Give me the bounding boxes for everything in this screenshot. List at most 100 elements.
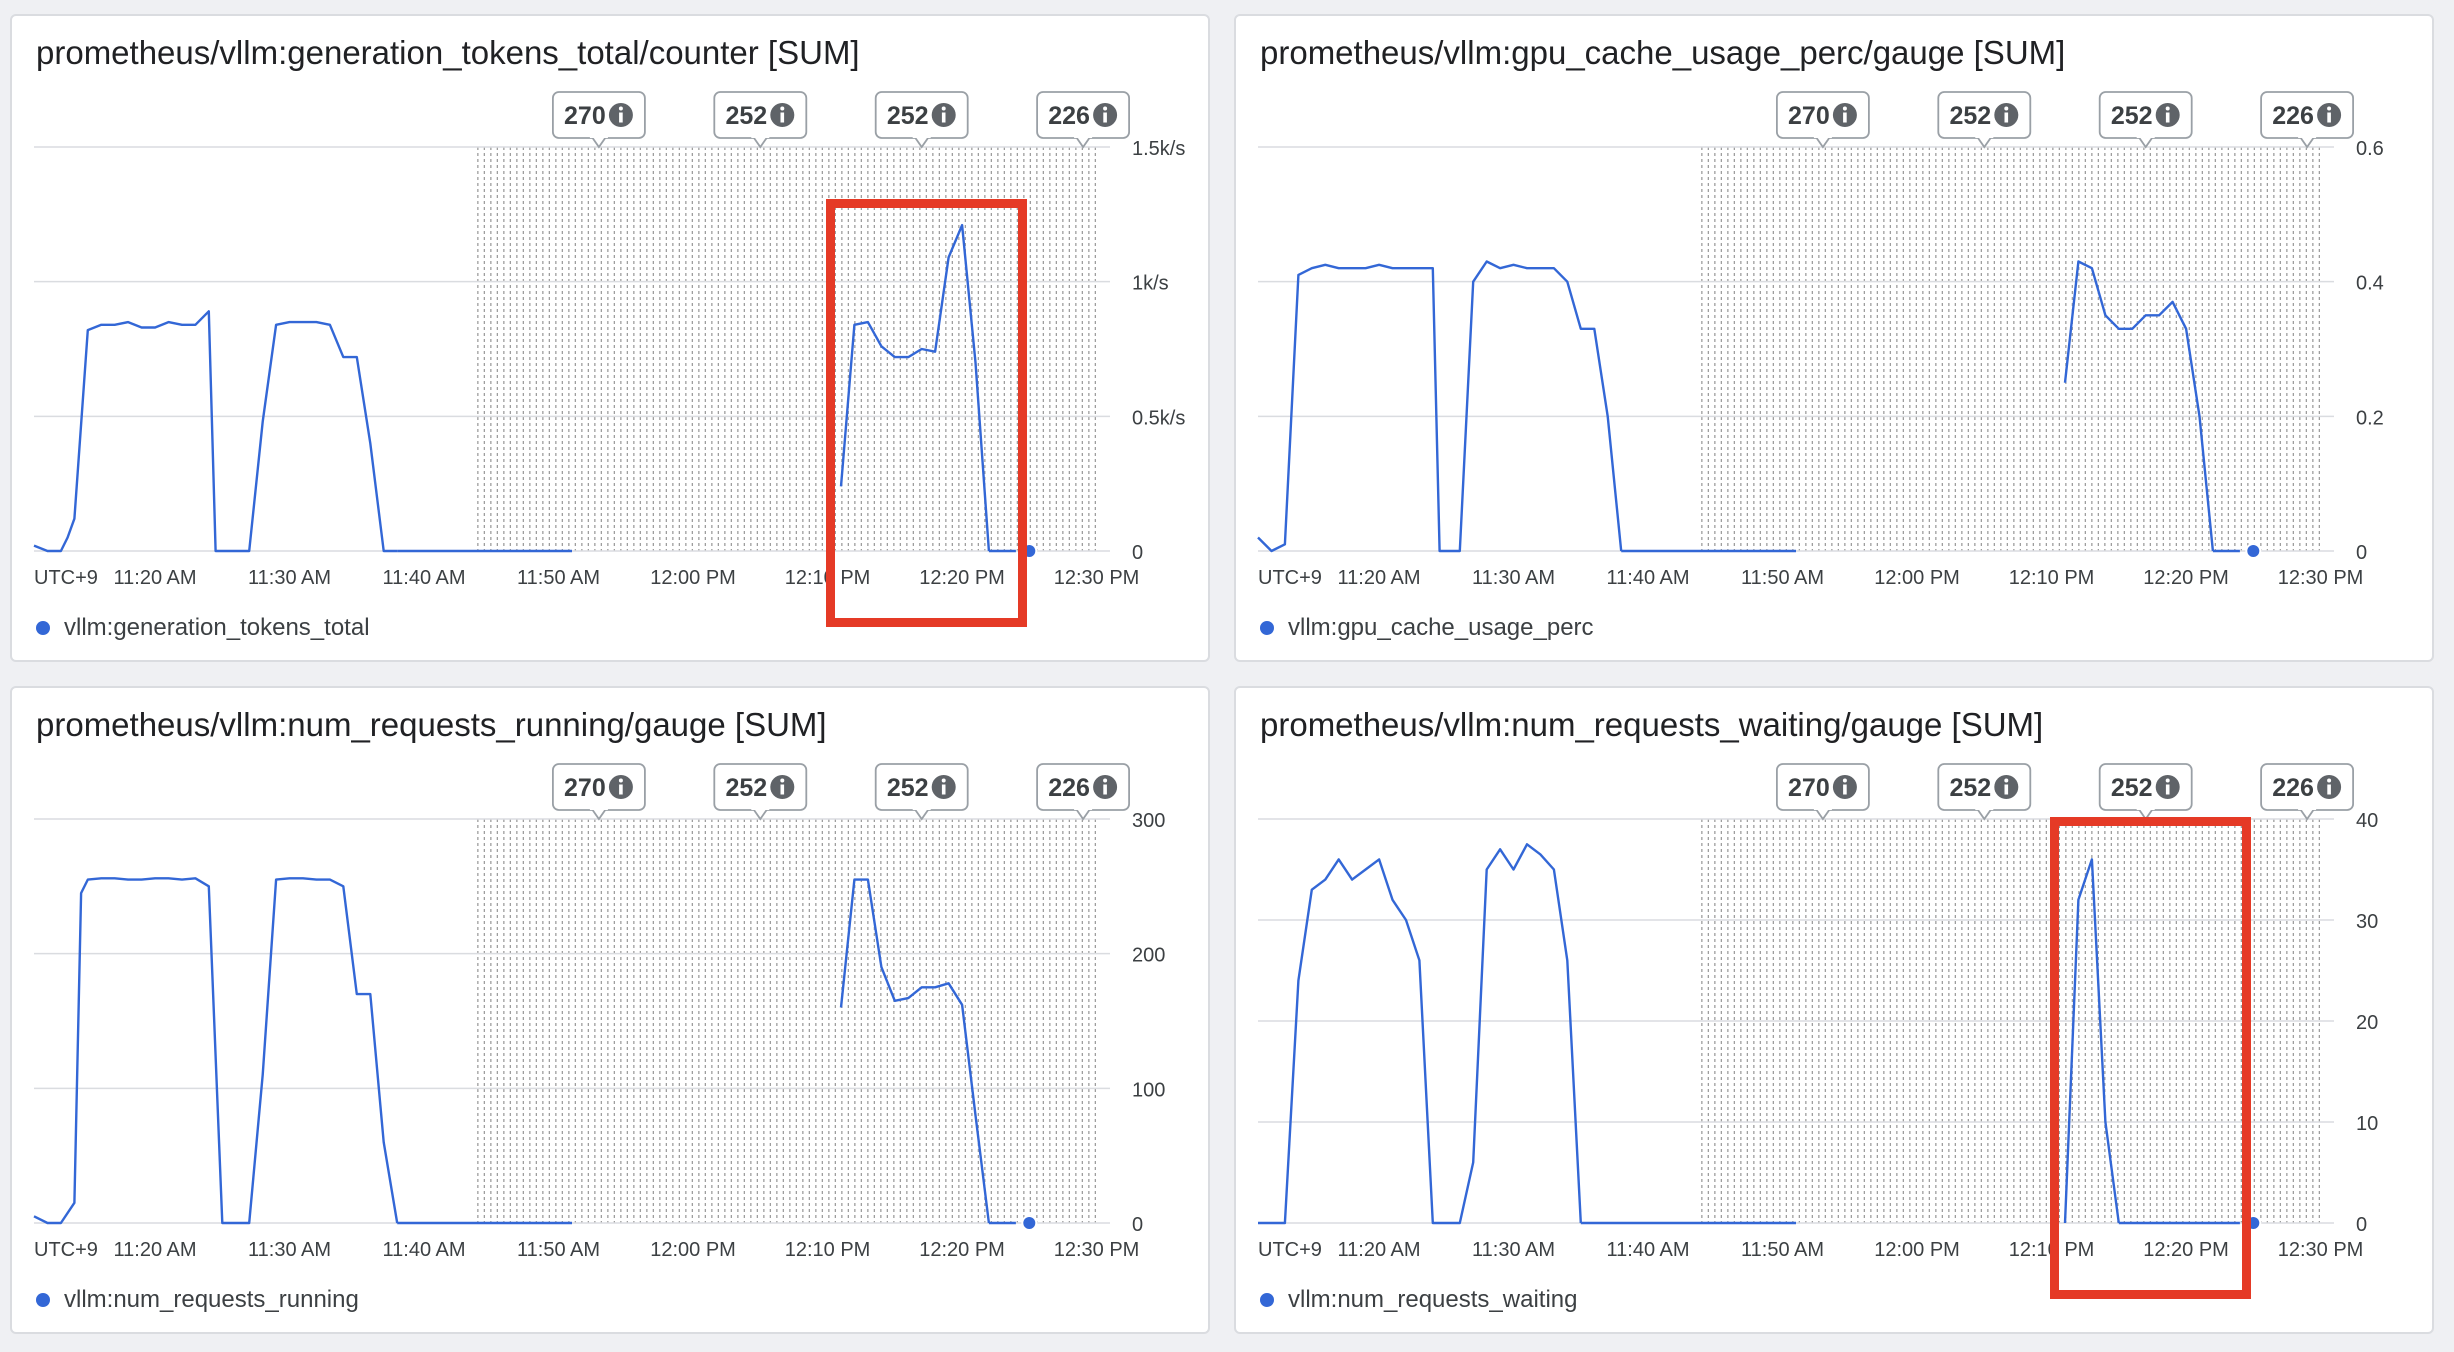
info-icon <box>1994 775 2019 799</box>
event-marker: 252 <box>874 763 969 821</box>
marker-count: 252 <box>887 102 929 130</box>
x-tick-label: 12:20 PM <box>919 567 1005 589</box>
event-marker: 252 <box>874 91 969 149</box>
marker-count: 252 <box>2111 774 2153 802</box>
x-tick-label: 11:30 AM <box>248 567 331 589</box>
event-marker: 252 <box>713 91 808 149</box>
x-tick-label: 11:20 AM <box>1338 567 1421 589</box>
y-tick-label: 20 <box>2356 1012 2378 1034</box>
x-tick-label: 12:10 PM <box>785 1239 871 1261</box>
x-tick-label: 11:50 AM <box>1741 1239 1824 1261</box>
info-icon <box>770 103 795 127</box>
y-tick-label: 100 <box>1132 1079 1165 1101</box>
legend-label: vllm:gpu_cache_usage_perc <box>1288 614 1594 641</box>
info-icon <box>931 103 956 127</box>
x-tick-label: 12:30 PM <box>1054 1239 1140 1261</box>
x-tick-label: 11:20 AM <box>114 1239 197 1261</box>
legend-label: vllm:num_requests_running <box>64 1286 359 1313</box>
marker-count: 252 <box>2111 102 2153 130</box>
y-tick-label: 30 <box>2356 911 2378 933</box>
series-line <box>839 223 991 552</box>
event-marker: 252 <box>2098 763 2193 821</box>
y-tick-label: 0.5k/s <box>1132 407 1185 429</box>
chart-card-gpu-cache-usage: prometheus/vllm:gpu_cache_usage_perc/gau… <box>1234 14 2434 662</box>
marker-count: 226 <box>1048 774 1090 802</box>
x-timezone-label: UTC+9 <box>1258 1239 1322 1261</box>
info-icon <box>2317 775 2342 799</box>
highlight-box <box>2049 817 2252 1299</box>
x-tick-label: 11:50 AM <box>1741 567 1824 589</box>
marker-count: 252 <box>725 774 767 802</box>
info-icon <box>2317 103 2342 127</box>
chart-title: prometheus/vllm:num_requests_running/gau… <box>36 706 827 743</box>
info-icon <box>1093 103 1118 127</box>
y-tick-label: 0 <box>1132 542 1143 564</box>
event-marker: 252 <box>713 763 808 821</box>
y-tick-label: 1k/s <box>1132 273 1169 295</box>
legend-item[interactable]: vllm:gpu_cache_usage_perc <box>1260 614 1594 642</box>
legend-item[interactable]: vllm:generation_tokens_total <box>36 614 370 642</box>
chart-plot[interactable]: 0 10 20 30 40 UTC+9 11:20 AM 11:30 AM 11:40 AM 11… <box>1236 688 2436 1336</box>
event-band <box>477 819 1096 1223</box>
legend-dot-icon <box>36 621 50 635</box>
series-line <box>33 310 398 553</box>
legend-dot-icon <box>1260 1293 1274 1307</box>
event-marker: 226 <box>2260 763 2354 821</box>
marker-count: 270 <box>1788 102 1830 130</box>
legend-item[interactable]: vllm:num_requests_running <box>36 1286 359 1314</box>
series-line <box>33 877 399 1225</box>
marker-count: 252 <box>1949 102 1991 130</box>
marker-count: 270 <box>564 774 606 802</box>
info-icon <box>2155 103 2180 127</box>
x-tick-label: 11:30 AM <box>1472 567 1555 589</box>
x-tick-label: 11:30 AM <box>1472 1239 1555 1261</box>
x-tick-label: 12:20 PM <box>2143 1239 2229 1261</box>
chart-plot[interactable]: 0 100 200 300 UTC+9 11:20 AM 11:30 AM 11:40 AM 1… <box>12 688 1212 1336</box>
y-tick-label: 0.4 <box>2356 273 2384 295</box>
event-marker: 270 <box>1776 91 1870 149</box>
highlight-box <box>825 198 1028 627</box>
last-value-point <box>2245 543 2262 559</box>
legend-item[interactable]: vllm:num_requests_waiting <box>1260 1286 1577 1314</box>
x-timezone-label: UTC+9 <box>34 567 98 589</box>
chart-card-requests-running: prometheus/vllm:num_requests_running/gau… <box>10 686 1210 1334</box>
event-marker: 252 <box>2098 91 2193 149</box>
marker-count: 252 <box>887 774 929 802</box>
x-tick-label: 11:20 AM <box>114 567 197 589</box>
x-tick-label: 12:20 PM <box>2143 567 2229 589</box>
marker-count: 270 <box>564 102 606 130</box>
x-tick-label: 11:50 AM <box>517 567 600 589</box>
event-marker: 226 <box>2260 91 2354 149</box>
y-tick-label: 300 <box>1132 810 1165 832</box>
y-tick-label: 1.5k/s <box>1132 138 1185 160</box>
x-tick-label: 12:20 PM <box>919 1239 1005 1261</box>
info-icon <box>2155 775 2180 799</box>
x-tick-label: 11:50 AM <box>517 1239 600 1261</box>
chart-plot[interactable]: 0 0.2 0.4 0.6 UTC+9 11:20 AM 11:30 AM 11:40 AM 1… <box>1236 16 2436 664</box>
marker-count: 270 <box>1788 774 1830 802</box>
x-tick-label: 11:30 AM <box>248 1239 331 1261</box>
marker-count: 226 <box>2272 774 2314 802</box>
marker-count: 252 <box>725 102 767 130</box>
x-tick-label: 12:30 PM <box>2278 567 2364 589</box>
chart-plot[interactable]: 0 0.5k/s 1k/s 1.5k/s UTC+9 11:20 AM 11:30 AM 11… <box>12 16 1212 664</box>
info-icon <box>1994 103 2019 127</box>
series-line <box>839 878 991 1224</box>
event-marker: 270 <box>552 91 646 149</box>
event-marker: 252 <box>1937 763 2032 821</box>
chart-card-generation-tokens: prometheus/vllm:generation_tokens_total/… <box>10 14 1210 662</box>
x-tick-label: 11:40 AM <box>383 567 466 589</box>
marker-count: 226 <box>2272 102 2314 130</box>
series-line <box>2063 260 2215 552</box>
marker-count: 226 <box>1048 102 1090 130</box>
x-tick-label: 12:30 PM <box>1054 567 1140 589</box>
last-value-point <box>1021 1215 1038 1231</box>
chart-title: prometheus/vllm:gpu_cache_usage_perc/gau… <box>1260 34 2066 71</box>
y-tick-label: 0.2 <box>2356 407 2384 429</box>
y-tick-label: 0 <box>1132 1214 1143 1236</box>
info-icon <box>608 103 633 127</box>
series-line <box>1258 843 1582 1225</box>
x-tick-label: 12:10 PM <box>2009 567 2095 589</box>
legend-dot-icon <box>36 1293 50 1307</box>
info-icon <box>608 775 633 799</box>
